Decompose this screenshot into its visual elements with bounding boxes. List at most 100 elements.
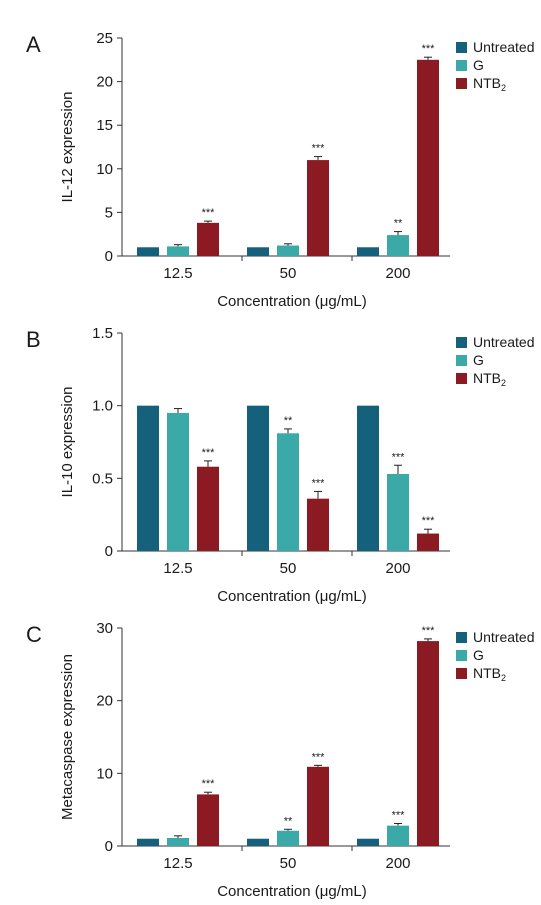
legend-swatch bbox=[456, 632, 467, 643]
legend-swatch bbox=[456, 668, 467, 679]
legend-label: Untreated bbox=[473, 629, 534, 645]
legend-label-text: NTB bbox=[473, 370, 501, 386]
legend-swatch bbox=[456, 60, 467, 71]
bar-ntb2 bbox=[307, 766, 329, 846]
bar-g bbox=[387, 235, 409, 256]
panel-label: B bbox=[26, 327, 41, 352]
legend-label: G bbox=[473, 352, 484, 368]
bar-untreated bbox=[247, 838, 269, 846]
y-tick-label: 30 bbox=[96, 620, 113, 637]
legend-label-text: Untreated bbox=[473, 629, 534, 645]
bar-ntb2 bbox=[197, 794, 219, 846]
chart-panel-b: B 0 0.5 1.0 1.5 12.5 50 200 Concentration (μg/mL… bbox=[26, 325, 534, 605]
y-tick-label: 0 bbox=[105, 543, 113, 560]
bar-g bbox=[167, 412, 189, 551]
legend-label-subscript: 2 bbox=[501, 83, 506, 93]
x-tick-label: 12.5 bbox=[163, 855, 192, 872]
bar-untreated bbox=[357, 405, 379, 551]
x-tick-label: 50 bbox=[280, 560, 297, 577]
bar-g bbox=[167, 838, 189, 846]
x-tick-label: 50 bbox=[280, 265, 297, 282]
bar-untreated bbox=[357, 247, 379, 256]
bar-untreated bbox=[247, 405, 269, 551]
significance-label: ** bbox=[284, 815, 293, 827]
significance-label: ** bbox=[394, 218, 403, 230]
chart-panel-a: A 0 5 10 15 20 25 12.5 50 200 Concentration (μg/mL… bbox=[26, 30, 534, 310]
bar-ntb2 bbox=[197, 466, 219, 551]
significance-label: *** bbox=[202, 778, 216, 790]
y-axis-label: Metacaspase expression bbox=[59, 654, 76, 820]
significance-label: *** bbox=[202, 207, 216, 219]
y-tick-label: 15 bbox=[96, 117, 113, 134]
significance-label: *** bbox=[312, 143, 326, 155]
bar-g bbox=[277, 830, 299, 846]
y-axis-label: IL-10 expression bbox=[59, 387, 76, 498]
panel-label: C bbox=[26, 622, 42, 647]
bar-ntb2 bbox=[417, 59, 439, 256]
bar-ntb2 bbox=[197, 222, 219, 256]
significance-label: *** bbox=[392, 451, 406, 463]
legend-label: Untreated bbox=[473, 334, 534, 350]
bar-g bbox=[167, 246, 189, 256]
x-tick-label: 12.5 bbox=[163, 265, 192, 282]
bar-ntb2 bbox=[417, 533, 439, 551]
legend-label: Untreated bbox=[473, 39, 534, 55]
significance-label: *** bbox=[312, 477, 326, 489]
legend-label: G bbox=[473, 57, 484, 73]
bar-ntb2 bbox=[307, 160, 329, 256]
bar-g bbox=[387, 473, 409, 551]
legend-label: G bbox=[473, 647, 484, 663]
legend-label: NTB2 bbox=[473, 665, 506, 683]
bar-g bbox=[387, 825, 409, 846]
x-tick-label: 200 bbox=[385, 855, 410, 872]
significance-label: *** bbox=[422, 43, 436, 55]
bar-ntb2 bbox=[307, 498, 329, 551]
x-tick-label: 50 bbox=[280, 855, 297, 872]
y-tick-label: 1.5 bbox=[92, 325, 113, 342]
y-tick-label: 0 bbox=[105, 248, 113, 265]
legend-swatch bbox=[456, 650, 467, 661]
x-axis-label: Concentration (μg/mL) bbox=[217, 588, 367, 605]
bar-untreated bbox=[247, 247, 269, 256]
y-tick-label: 20 bbox=[96, 74, 113, 91]
bar-untreated bbox=[137, 247, 159, 256]
y-tick-label: 10 bbox=[96, 765, 113, 782]
y-tick-label: 25 bbox=[96, 30, 113, 47]
y-tick-label: 20 bbox=[96, 693, 113, 710]
legend-label-text: G bbox=[473, 352, 484, 368]
x-axis-label: Concentration (μg/mL) bbox=[217, 883, 367, 900]
x-tick-label: 12.5 bbox=[163, 560, 192, 577]
bar-untreated bbox=[137, 838, 159, 846]
bar-ntb2 bbox=[417, 641, 439, 846]
legend-label: NTB2 bbox=[473, 75, 506, 93]
bar-untreated bbox=[357, 838, 379, 846]
significance-label: *** bbox=[422, 515, 436, 527]
y-axis-label: IL-12 expression bbox=[59, 92, 76, 203]
legend-label-text: G bbox=[473, 57, 484, 73]
legend-swatch bbox=[456, 337, 467, 348]
legend-label-subscript: 2 bbox=[501, 378, 506, 388]
legend-label-text: Untreated bbox=[473, 334, 534, 350]
significance-label: *** bbox=[202, 447, 216, 459]
legend-label-text: NTB bbox=[473, 665, 501, 681]
legend-swatch bbox=[456, 373, 467, 384]
panel-label: A bbox=[26, 32, 41, 57]
x-tick-label: 200 bbox=[385, 560, 410, 577]
legend-label-text: G bbox=[473, 647, 484, 663]
legend-swatch bbox=[456, 78, 467, 89]
significance-label: *** bbox=[312, 751, 326, 763]
y-tick-label: 5 bbox=[105, 204, 113, 221]
bar-untreated bbox=[137, 405, 159, 551]
significance-label: *** bbox=[392, 809, 406, 821]
bar-g bbox=[277, 245, 299, 256]
y-tick-label: 0 bbox=[105, 838, 113, 855]
legend-label-text: Untreated bbox=[473, 39, 534, 55]
y-tick-label: 10 bbox=[96, 161, 113, 178]
bar-g bbox=[277, 433, 299, 551]
x-axis-label: Concentration (μg/mL) bbox=[217, 293, 367, 310]
chart-panel-c: C 0 10 20 30 12.5 50 200 Concentration (μg/mL) Me… bbox=[26, 620, 534, 900]
significance-label: *** bbox=[422, 625, 436, 637]
x-tick-label: 200 bbox=[385, 265, 410, 282]
legend-label-text: NTB bbox=[473, 75, 501, 91]
